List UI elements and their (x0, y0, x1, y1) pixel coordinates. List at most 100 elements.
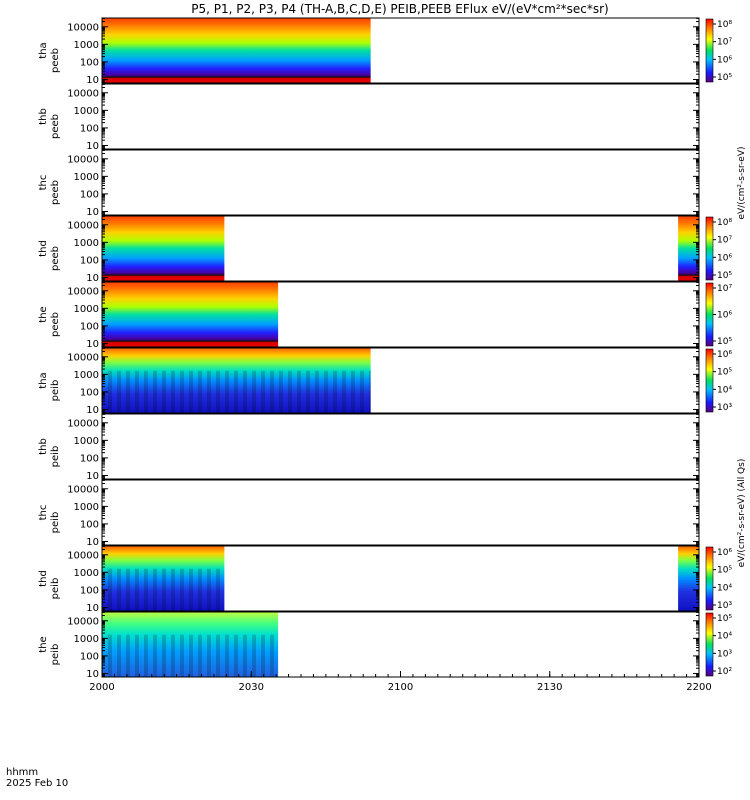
x-tick-label: 2000 (89, 682, 114, 693)
panel-1: 10 100 1000 10000 tha peeb 10⁵ 10⁶ 10⁷ 10⁸ (38, 17, 732, 86)
y-tick-label: 10000 (67, 286, 99, 297)
y-tick-label: 10 (86, 207, 99, 218)
y-tick-label: 10000 (67, 154, 99, 165)
y-tick-label: 10000 (67, 220, 99, 231)
y-tick-label: 10 (86, 339, 99, 350)
y-tick-label: 1000 (74, 502, 99, 513)
panel-ylabel-product: peeb (50, 246, 61, 271)
colorbar (705, 18, 714, 83)
y-tick-label: 100 (80, 321, 99, 332)
panel-frame (101, 149, 700, 216)
y-tick-label: 100 (80, 57, 99, 68)
panel-ylabel-product: peib (50, 578, 61, 600)
colorbar-tick-label: 10⁵ (717, 614, 732, 624)
colorbar (705, 546, 714, 611)
y-tick-label: 100 (80, 189, 99, 200)
panel-ylabel-product: peeb (50, 180, 61, 205)
panel-7: 10 100 1000 10000 thb peib (38, 413, 700, 482)
panel-frame (101, 83, 700, 150)
panel-frame (101, 347, 700, 414)
spectrogram-texture (102, 634, 279, 677)
y-tick-label: 10 (86, 471, 99, 482)
y-tick-label: 10 (86, 405, 99, 416)
y-tick-label: 100 (80, 585, 99, 596)
y-tick-label: 100 (80, 453, 99, 464)
y-tick-label: 100 (80, 519, 99, 530)
y-tick-label: 1000 (74, 106, 99, 117)
y-tick-label: 1000 (74, 568, 99, 579)
colorbar (705, 348, 714, 413)
colorbar-tick-label: 10⁷ (717, 38, 732, 48)
panel-ylabel-probe: thd (38, 570, 49, 587)
x-axis-ticks: 2000 2030 2100 2130 2200 (89, 671, 712, 693)
y-tick-label: 100 (80, 651, 99, 662)
x-tick-label: 2200 (686, 682, 711, 693)
spectrogram-data-late (678, 546, 699, 611)
y-tick-label: 10 (86, 141, 99, 152)
colorbar-tick-label: 10⁴ (717, 583, 732, 593)
y-tick-label: 100 (80, 255, 99, 266)
colorbar-tick-label: 10³ (717, 649, 732, 659)
panel-9: 10 100 1000 10000 thd peib 10³ 10⁴ 10⁵ 10⁶ (38, 545, 732, 614)
colorbar (705, 612, 714, 677)
colorbar-tick-label: 10⁵ (717, 566, 732, 576)
y-tick-label: 10000 (67, 22, 99, 33)
colorbar-tick-label: 10⁸ (717, 20, 732, 30)
panel-ylabel-product: peib (50, 446, 61, 468)
colorbar-tick-label: 10⁷ (717, 236, 732, 246)
spectrogram-texture (102, 370, 371, 413)
colorbar-tick-label: 10³ (717, 403, 732, 413)
panel-ylabel-probe: the (38, 306, 49, 322)
y-tick-label: 10 (86, 273, 99, 284)
panel-3: 10 100 1000 10000 thc peeb (38, 149, 700, 218)
y-tick-label: 100 (80, 123, 99, 134)
colorbar-tick-label: 10⁶ (717, 548, 732, 558)
panel-ylabel-probe: thb (38, 438, 49, 455)
colorbar-tick-label: 10⁶ (717, 350, 732, 360)
y-tick-label: 1000 (74, 370, 99, 381)
y-tick-label: 10000 (67, 418, 99, 429)
panel-5: 10 100 1000 10000 the peeb 10⁵ 10⁶ 10⁷ (38, 281, 732, 350)
panel-frame (101, 545, 700, 612)
panel-ylabel-probe: tha (38, 372, 49, 388)
panel-ylabel-probe: thb (38, 108, 49, 125)
y-tick-label: 1000 (74, 238, 99, 249)
colorbar-tick-label: 10⁸ (717, 218, 732, 228)
colorbar-unit-label-1: eV/(cm²-s-sr-eV) (737, 146, 747, 219)
x-axis-label-line1: hhmm (6, 767, 38, 778)
colorbar-tick-label: 10⁶ (717, 311, 732, 321)
y-tick-label: 10000 (67, 616, 99, 627)
colorbar-tick-label: 10⁵ (717, 271, 732, 281)
colorbar-tick-label: 10⁴ (717, 385, 732, 395)
y-tick-label: 10 (86, 603, 99, 614)
y-tick-label: 10000 (67, 550, 99, 561)
spectrogram-data-late (678, 216, 699, 281)
panel-frame (101, 17, 700, 84)
panel-frame (101, 215, 700, 282)
panel-ylabel-product: peeb (50, 312, 61, 337)
y-tick-label: 10000 (67, 352, 99, 363)
figure-title: P5, P1, P2, P3, P4 (TH-A,B,C,D,E) PEIB,P… (191, 2, 608, 16)
y-tick-label: 10 (86, 669, 99, 680)
colorbar-tick-label: 10⁵ (717, 368, 732, 378)
y-tick-label: 1000 (74, 634, 99, 645)
panel-10: 10 100 1000 10000 the peib 10² 10³ 10⁴ 10⁵ (38, 611, 732, 680)
panel-ylabel-probe: thc (38, 505, 49, 521)
panel-2: 10 100 1000 10000 thb peeb (38, 83, 700, 152)
panel-frame (101, 479, 700, 546)
panel-ylabel-probe: tha (38, 42, 49, 58)
colorbar-tick-label: 10⁴ (717, 632, 732, 642)
colorbar-tick-label: 10⁶ (717, 253, 732, 263)
colorbar-tick-label: 10⁶ (717, 55, 732, 65)
colorbar-unit-label-2: eV/(cm²-s-sr-eV) (All Qs) (737, 459, 747, 568)
colorbar-tick-label: 10⁵ (717, 73, 732, 83)
y-tick-label: 100 (80, 387, 99, 398)
y-tick-label: 1000 (74, 40, 99, 51)
colorbar (705, 216, 714, 281)
colorbar-tick-label: 10⁷ (717, 284, 732, 294)
panel-ylabel-product: peeb (50, 48, 61, 73)
x-tick-label: 2100 (388, 682, 413, 693)
spectrogram-data (102, 216, 225, 281)
panel-ylabel-probe: thd (38, 240, 49, 257)
